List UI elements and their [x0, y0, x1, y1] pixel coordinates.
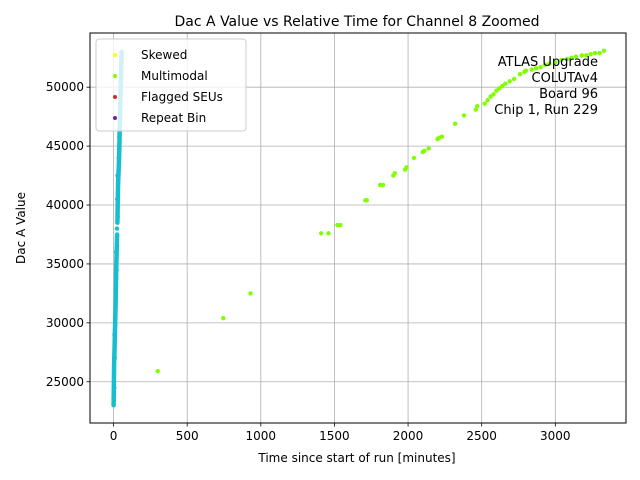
data-point	[573, 54, 579, 59]
data-point	[326, 231, 331, 236]
data-point	[559, 57, 564, 63]
legend-box	[95, 38, 247, 132]
channel-band-point	[112, 355, 117, 361]
data-point	[517, 72, 523, 77]
data-point	[318, 231, 324, 236]
data-point	[588, 52, 593, 57]
legend-label: Multimodal	[141, 69, 208, 83]
channel-band-point	[114, 267, 119, 273]
data-point	[439, 134, 445, 139]
data-point	[411, 155, 417, 161]
data-point	[569, 55, 574, 60]
channel-band-point	[113, 249, 119, 255]
data-point	[503, 81, 508, 86]
data-point	[601, 48, 607, 53]
x-tick-label: 2000	[393, 429, 424, 443]
x-tick-label: 500	[176, 429, 199, 443]
x-tick-label: 3000	[540, 429, 571, 443]
data-point	[529, 67, 534, 72]
data-point	[485, 97, 490, 103]
legend-marker	[113, 74, 117, 78]
data-point	[482, 101, 487, 106]
y-tick-label: 50000	[46, 80, 84, 94]
channel-band-point	[114, 226, 120, 231]
y-tick-label: 45000	[46, 139, 84, 153]
channel-band-point	[115, 179, 121, 184]
legend-label: Flagged SEUs	[141, 90, 223, 104]
legend-marker	[113, 95, 117, 99]
channel-band-point	[113, 291, 118, 296]
channel-band-point	[116, 155, 121, 161]
data-point	[553, 60, 558, 65]
chart-title: Dac A Value vs Relative Time for Channel…	[175, 14, 540, 30]
x-tick-label: 1000	[246, 429, 277, 443]
channel-band-point	[117, 134, 122, 139]
annotation-line: ATLAS Upgrade	[498, 55, 598, 70]
data-point	[523, 68, 529, 73]
data-point	[564, 56, 570, 62]
annotation-line: Board 96	[539, 87, 598, 102]
data-point	[338, 222, 343, 228]
legend-label: Repeat Bin	[141, 111, 206, 125]
x-tick-label: 1500	[319, 429, 350, 443]
grid-lines	[90, 33, 626, 423]
data-point	[542, 62, 548, 68]
data-point	[392, 171, 398, 176]
legend-label: Skewed	[141, 48, 187, 62]
channel-band-point	[114, 244, 120, 249]
channel-band-point	[115, 173, 120, 178]
legend-marker	[113, 53, 117, 57]
y-tick-label: 30000	[46, 316, 84, 330]
plot-frame	[89, 32, 627, 424]
data-point	[584, 53, 589, 58]
legend-marker	[113, 116, 117, 120]
data-point	[491, 92, 496, 97]
data-point	[422, 148, 427, 154]
y-tick-label: 35000	[46, 257, 84, 271]
annotation-line: COLUTAv4	[532, 71, 598, 86]
channel-band-point	[115, 196, 120, 202]
data-point	[500, 83, 505, 89]
data-point	[538, 64, 543, 70]
data-point	[380, 182, 386, 188]
y-axis-label: Dac A Value	[14, 192, 28, 264]
legend: Skewed Multimodal Flagged SEUs Repeat Bin	[95, 38, 247, 132]
data-point	[579, 53, 585, 58]
data-point	[221, 315, 226, 321]
x-axis-label: Time since start of run [minutes]	[257, 451, 455, 465]
data-point	[364, 198, 370, 203]
data-point	[494, 88, 499, 93]
x-tick-label: 2500	[466, 429, 497, 443]
data-point	[426, 146, 431, 151]
data-point	[155, 368, 160, 374]
channel-band-point	[112, 332, 117, 337]
data-point	[248, 291, 253, 296]
channel-band-point	[115, 214, 120, 220]
x-tick-label: 0	[110, 429, 118, 443]
channel-band-point	[114, 275, 119, 281]
y-tick-label: 25000	[46, 375, 84, 389]
data-point	[488, 94, 493, 99]
data-point	[452, 121, 458, 126]
data-point	[533, 66, 539, 71]
channel-band-point	[113, 323, 118, 328]
axis-ticks: 0 500 1000 1500 2000 2500 3000 25000 30000 35000 4…	[46, 80, 571, 443]
data-point	[475, 103, 480, 109]
data-point	[473, 107, 479, 112]
channel-band-point	[112, 385, 117, 390]
data-point	[404, 165, 409, 170]
annotation-line: Chip 1, Run 229	[494, 103, 598, 118]
data-points	[111, 48, 607, 408]
data-point	[507, 79, 512, 84]
data-point	[547, 61, 552, 66]
channel-band-segment	[111, 232, 120, 408]
data-point	[597, 50, 602, 56]
data-point	[592, 50, 598, 56]
data-point	[461, 113, 467, 118]
y-tick-label: 40000	[46, 198, 84, 212]
data-point	[497, 86, 502, 91]
data-point	[511, 76, 517, 82]
